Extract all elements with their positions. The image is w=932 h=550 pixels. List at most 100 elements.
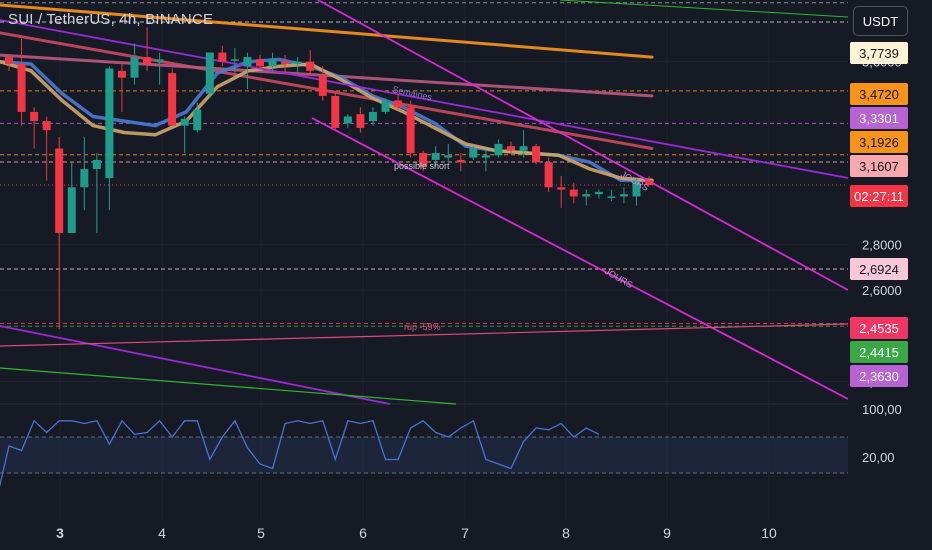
candle (218, 45, 227, 67)
candle-body (594, 191, 603, 195)
price-label-text: 2,3630 (859, 369, 899, 384)
price-label-background (850, 258, 908, 280)
candle-body (30, 111, 39, 122)
candle (406, 100, 415, 158)
price-tick-label: 2,6000 (862, 283, 902, 298)
candle (582, 189, 591, 206)
candle-body (619, 194, 628, 197)
currency-button[interactable]: USDT (853, 6, 908, 36)
symbol-title: SUI / TetherUS, 4h, BINANCE (8, 11, 214, 28)
candle-body (17, 63, 26, 112)
time-axis[interactable]: 3 4 5 6 7 8 9 10 (0, 520, 848, 550)
chart-annotation: possible short (394, 161, 450, 171)
candle (281, 54, 290, 74)
candle (619, 187, 628, 204)
price-label-background (850, 185, 908, 207)
candle (318, 66, 327, 101)
candle (17, 38, 26, 126)
candle (494, 139, 503, 158)
price-label: 2,4535 (850, 317, 908, 339)
candle-body (205, 52, 214, 94)
candle-body (557, 187, 566, 190)
time-tick-label: 5 (257, 525, 265, 541)
price-label-background (850, 131, 908, 153)
price-label-text: 3,1926 (859, 135, 899, 150)
price-label-text: 3,1607 (859, 159, 899, 174)
chart-annotation: rup -59% (404, 322, 441, 332)
candle-body (381, 100, 390, 112)
candle (92, 153, 101, 233)
candle-body (5, 57, 13, 64)
candle (105, 66, 114, 211)
candle-body (243, 57, 252, 67)
trendline (0, 323, 849, 347)
price-label-background (850, 83, 908, 105)
oscillator-line (0, 419, 600, 488)
trendline (0, 367, 457, 405)
candle (230, 47, 239, 74)
candle (55, 137, 64, 329)
price-label: 2,6924 (850, 258, 908, 280)
candle (293, 57, 302, 74)
candle-body (456, 159, 465, 163)
moving-average-line (0, 3, 654, 59)
candle-body (406, 107, 415, 154)
candle-body (92, 159, 101, 170)
chart-grid (0, 0, 848, 520)
time-tick-label: 10 (761, 525, 777, 541)
price-label-background (850, 365, 908, 387)
oscillator-tick-label: 100,00 (862, 402, 902, 417)
candle (243, 52, 252, 90)
candle-body (318, 75, 327, 96)
candle-body (193, 109, 202, 131)
candle-body (218, 52, 227, 62)
trendline (317, 0, 849, 291)
candle (632, 178, 641, 206)
candle (469, 146, 478, 160)
candle (356, 107, 365, 133)
candle-body (519, 146, 528, 151)
candle (456, 153, 465, 172)
price-label: 02:27:11 (850, 185, 908, 207)
candle-body (507, 146, 515, 151)
price-label: 3,3301 (850, 107, 908, 129)
candlestick-series (5, 27, 654, 329)
price-label: 3,1607 (850, 155, 908, 177)
candle (306, 50, 315, 76)
price-label: 2,3630 (850, 365, 908, 387)
candle-body (532, 146, 541, 163)
candle (481, 150, 490, 172)
price-label: 3,1926 (850, 131, 908, 153)
candle-body (55, 148, 64, 233)
time-tick-label: 4 (158, 525, 166, 541)
candle-body (356, 114, 365, 128)
candle-body (368, 111, 377, 122)
trendline (311, 117, 849, 400)
price-axis[interactable]: 3,60002,80002,60002,20003,77393,47203,33… (848, 0, 932, 550)
candle-body (444, 155, 453, 158)
candle-body (293, 61, 302, 64)
price-label: 3,4720 (850, 83, 908, 105)
candle (180, 116, 189, 154)
candle-body (117, 70, 126, 78)
candle (532, 143, 541, 165)
trendline (0, 325, 391, 405)
oscillator-tick-label: 20,00 (862, 450, 895, 465)
time-tick-label: 6 (359, 525, 367, 541)
candle-body (143, 57, 152, 64)
candle-body (394, 100, 403, 108)
price-label-text: 02:27:11 (854, 189, 904, 204)
candle (42, 116, 51, 181)
candle-body (469, 148, 478, 158)
candle-body (331, 95, 340, 128)
candle-body (180, 118, 189, 126)
candle-body (481, 155, 490, 158)
price-label: 3,7739 (850, 42, 908, 64)
candle (256, 54, 264, 69)
candle-body (268, 59, 277, 67)
candle (155, 52, 164, 85)
candle (419, 150, 428, 172)
candle (544, 157, 553, 192)
candle (431, 146, 440, 167)
